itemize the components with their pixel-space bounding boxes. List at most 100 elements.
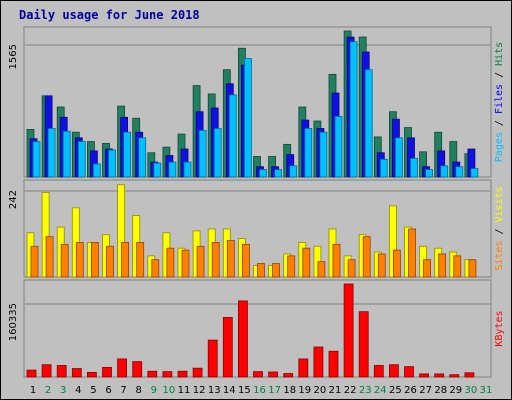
bar-sites-day-22 (347, 259, 356, 278)
bar-pages-day-11 (183, 161, 192, 178)
x-tick-label-day-16: 16 (253, 385, 266, 396)
bar-kbytes-day-24 (373, 365, 384, 378)
x-tick-label-day-17: 17 (268, 385, 281, 396)
bar-pages-day-5 (93, 163, 101, 178)
bar-sites-day-18 (287, 255, 296, 278)
bar-kbytes-day-22 (343, 283, 354, 378)
x-tick-label-day-9: 9 (151, 385, 157, 396)
bar-pages-day-30 (470, 168, 479, 178)
x-tick-label-day-24: 24 (374, 385, 387, 396)
bar-kbytes-day-30 (464, 372, 475, 378)
bar-sites-day-3 (60, 243, 69, 278)
x-tick-label-day-4: 4 (75, 385, 81, 396)
legend-part-visits-sites-1: / (494, 222, 505, 240)
bar-kbytes-day-28 (434, 373, 445, 378)
bar-kbytes-day-21 (328, 350, 339, 378)
bar-kbytes-day-13 (207, 339, 218, 378)
legend-part-visits-sites-0: Sites (494, 241, 505, 271)
x-tick-label-day-27: 27 (419, 385, 432, 396)
x-tick-label-day-8: 8 (136, 385, 142, 396)
bar-kbytes-day-8 (132, 361, 143, 378)
bar-sites-day-5 (91, 242, 99, 278)
bar-sites-day-28 (438, 253, 447, 278)
bar-pages-day-4 (77, 141, 86, 178)
x-tick-label-day-10: 10 (163, 385, 176, 396)
bar-kbytes-day-19 (298, 358, 309, 378)
bar-kbytes-day-6 (102, 366, 112, 378)
legend-part-kbytes-0: KBytes (494, 310, 505, 346)
bar-pages-day-23 (364, 69, 373, 178)
bar-kbytes-day-29 (449, 374, 460, 378)
bar-pages-day-16 (259, 169, 267, 178)
bar-pages-day-2 (47, 128, 56, 178)
bar-kbytes-day-12 (192, 367, 203, 378)
legend-part-hits-files-pages-0: Pages (494, 132, 505, 162)
bar-sites-day-13 (211, 242, 220, 278)
bar-sites-day-10 (166, 247, 175, 278)
x-tick-label-day-18: 18 (283, 385, 296, 396)
bar-pages-day-19 (304, 128, 313, 178)
bar-pages-day-22 (349, 41, 358, 178)
x-tick-label-day-26: 26 (404, 385, 417, 396)
bar-sites-day-26 (408, 228, 416, 278)
bar-pages-day-9 (153, 162, 162, 178)
x-tick-label-day-13: 13 (208, 385, 221, 396)
bar-pages-day-20 (319, 131, 328, 178)
x-tick-label-day-19: 19 (298, 385, 311, 396)
x-tick-label-day-5: 5 (90, 385, 96, 396)
legend-part-hits-files-pages-4: Hits (494, 42, 505, 66)
bar-sites-day-23 (362, 236, 371, 278)
bar-visits-day-7 (117, 184, 125, 278)
bar-kbytes-day-23 (358, 311, 369, 378)
bar-sites-day-8 (136, 242, 145, 278)
bar-sites-day-4 (75, 242, 84, 278)
bar-pages-day-27 (425, 169, 434, 178)
bar-pages-day-28 (440, 165, 449, 178)
bar-pages-day-8 (138, 137, 147, 178)
legend-kbytes: KBytes (494, 310, 505, 346)
x-tick-label-day-3: 3 (60, 385, 66, 396)
bar-pages-day-13 (213, 128, 222, 178)
legend-hits-files-pages: Pages / Files / Hits (494, 42, 505, 162)
bar-pages-day-1 (32, 141, 41, 178)
bar-pages-day-15 (243, 58, 252, 178)
bar-kbytes-day-25 (388, 364, 399, 378)
bar-pages-day-3 (62, 130, 71, 178)
y-max-label-kbytes: 160335 (8, 303, 19, 341)
bar-sites-day-19 (302, 247, 311, 278)
chart-title: Daily usage for June 2018 (19, 8, 200, 22)
bar-sites-day-12 (196, 245, 205, 278)
x-tick-label-day-6: 6 (105, 385, 111, 396)
bar-kbytes-day-14 (222, 317, 233, 378)
bar-kbytes-day-18 (283, 373, 294, 378)
bar-kbytes-day-4 (71, 368, 82, 378)
bar-sites-day-15 (241, 243, 250, 278)
x-tick-label-day-20: 20 (314, 385, 327, 396)
bar-pages-day-6 (108, 149, 116, 178)
bar-sites-day-1 (30, 245, 39, 278)
bar-sites-day-29 (453, 255, 462, 278)
bar-pages-day-21 (334, 115, 343, 178)
bar-kbytes-day-10 (162, 371, 173, 378)
bar-pages-day-10 (168, 161, 177, 178)
bar-pages-day-12 (198, 129, 207, 178)
x-tick-label-day-7: 7 (120, 385, 126, 396)
legend-part-hits-files-pages-2: Files (494, 84, 505, 114)
bar-kbytes-day-9 (147, 370, 158, 378)
bar-sites-day-21 (332, 243, 341, 278)
bar-kbytes-day-1 (26, 369, 37, 378)
bar-sites-day-27 (423, 259, 432, 278)
x-tick-label-day-30: 30 (465, 385, 478, 396)
bar-pages-day-18 (289, 165, 298, 178)
bar-kbytes-day-11 (177, 370, 188, 378)
bar-pages-day-29 (455, 166, 464, 178)
bar-sites-day-11 (181, 249, 190, 278)
bar-sites-day-2 (45, 236, 54, 278)
bar-sites-day-6 (106, 245, 114, 278)
x-tick-label-day-15: 15 (238, 385, 251, 396)
bar-pages-day-7 (123, 131, 131, 178)
bar-kbytes-day-20 (313, 346, 324, 378)
bar-kbytes-day-16 (253, 371, 263, 378)
